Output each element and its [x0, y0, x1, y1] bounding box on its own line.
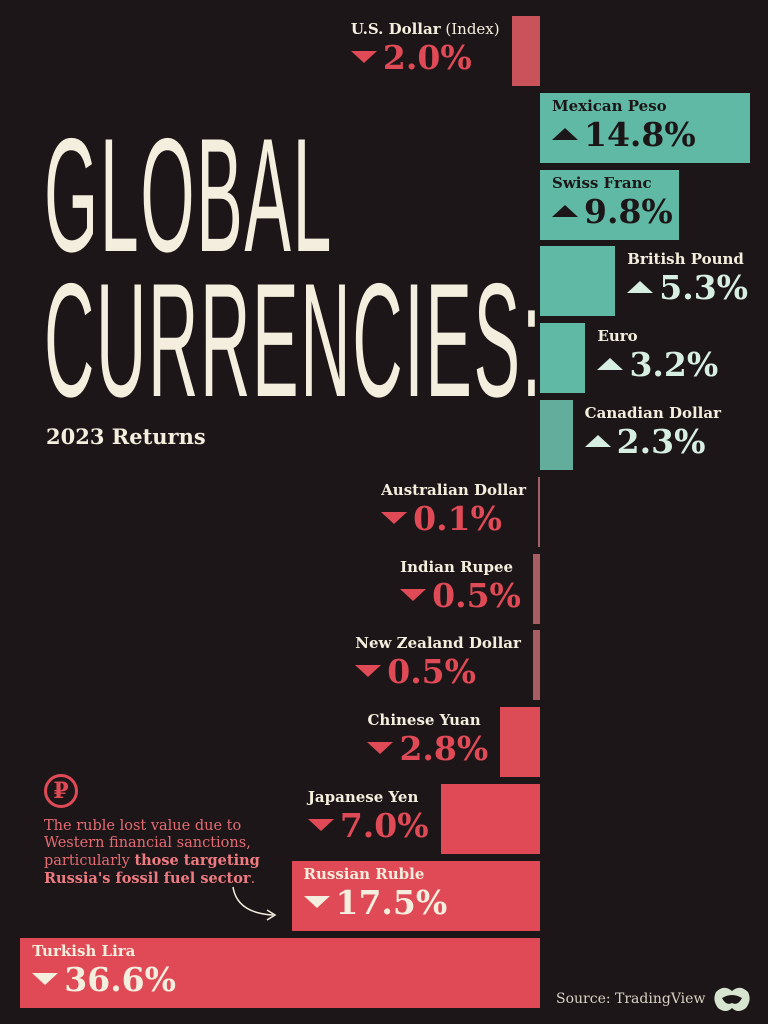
return-value: 5.3%	[627, 270, 748, 306]
annotation-arrow-icon	[232, 886, 277, 921]
bar-label: Chinese Yuan 2.8%	[367, 711, 488, 767]
triangle-down-icon	[400, 588, 427, 601]
return-value: 14.8%	[552, 116, 696, 153]
currency-name: Canadian Dollar	[584, 404, 722, 422]
bar-label: Japanese Yen 7.0%	[307, 788, 429, 844]
triangle-up-icon	[597, 358, 624, 371]
title-line-2: CURRENCIES:	[44, 250, 543, 431]
triangle-up-icon	[627, 281, 654, 294]
currency-name: Mexican Peso	[552, 96, 667, 115]
bar-label: Canadian Dollar 2.3%	[584, 404, 722, 460]
return-value: 17.5%	[303, 884, 447, 921]
bar-label: Australian Dollar 0.1%	[381, 481, 526, 537]
return-value: 7.0%	[307, 808, 429, 844]
bar-euro	[540, 323, 586, 394]
return-value: 0.5%	[355, 654, 521, 690]
bar-chinese-yuan	[500, 707, 540, 778]
currency-name: Chinese Yuan	[367, 711, 481, 730]
bar-label: Mexican Peso 14.8%	[552, 97, 696, 153]
currency-name: New Zealand Dollar	[355, 634, 521, 653]
triangle-down-icon	[303, 895, 330, 908]
triangle-up-icon	[552, 204, 578, 217]
bar-label: Russian Ruble 17.5%	[303, 864, 447, 921]
return-value: 3.2%	[597, 347, 718, 383]
triangle-down-icon	[350, 51, 377, 63]
return-value: 2.0%	[350, 40, 500, 76]
annotation-end: .	[250, 871, 256, 887]
bar-label: British Pound 5.3%	[627, 250, 748, 306]
return-value: 0.5%	[400, 577, 521, 614]
return-value: 2.8%	[367, 731, 488, 767]
bar-turkish-lira	[20, 937, 540, 1008]
triangle-down-icon	[32, 972, 59, 985]
bar-label: U.S. Dollar (Index) 2.0%	[350, 20, 500, 76]
ruble-sign-icon: ₽	[44, 774, 78, 808]
title-line-1: GLOBAL	[44, 105, 334, 286]
triangle-up-icon	[552, 127, 578, 140]
visual-capitalist-logo-icon	[714, 987, 750, 1011]
bar-label: Euro 3.2%	[597, 327, 718, 383]
subtitle: 2023 Returns	[46, 424, 206, 449]
currency-name: Turkish Lira	[32, 941, 136, 960]
return-value: 2.3%	[584, 424, 721, 460]
bar-label: Indian Rupee 0.5%	[400, 558, 521, 614]
triangle-down-icon	[367, 742, 394, 755]
bar-label: New Zealand Dollar 0.5%	[355, 634, 521, 690]
currency-name: Swiss Franc	[552, 173, 652, 192]
return-value: 0.1%	[381, 500, 526, 537]
bar-british-pound	[540, 246, 616, 317]
bar-label: Turkish Lira 36.6%	[32, 942, 176, 998]
triangle-down-icon	[355, 665, 382, 678]
currency-name: Australian Dollar	[381, 480, 526, 499]
bar-new-zealand-dollar	[532, 630, 540, 701]
source-text: Source: TradingView	[556, 991, 706, 1007]
currency-name: Euro	[597, 327, 638, 346]
annotation-text: The ruble lost value due to Western fina…	[44, 818, 284, 888]
bar-australian-dollar	[538, 476, 540, 547]
bar-label: Swiss Franc 9.8%	[552, 174, 673, 230]
return-value: 36.6%	[32, 961, 176, 998]
annotation-bold: those targeting Russia's fossil fuel sec…	[44, 852, 260, 887]
annotation-plain: The ruble lost value due to Western fina…	[44, 818, 251, 869]
triangle-down-icon	[307, 819, 334, 831]
currency-name: U.S. Dollar (Index)	[350, 20, 500, 38]
bar-russian-ruble	[291, 860, 540, 931]
bar-japanese-yen	[440, 784, 540, 854]
triangle-up-icon	[584, 435, 611, 447]
currency-name: Indian Rupee	[400, 557, 514, 576]
currency-name: Russian Ruble	[303, 864, 425, 883]
return-value: 9.8%	[552, 193, 673, 230]
currency-name: Japanese Yen	[307, 788, 419, 806]
currency-name: British Pound	[627, 250, 744, 269]
bar-u-s-dollar-index	[511, 16, 540, 86]
bar-canadian-dollar	[540, 400, 573, 470]
triangle-down-icon	[381, 511, 408, 524]
bar-indian-rupee	[532, 553, 540, 624]
